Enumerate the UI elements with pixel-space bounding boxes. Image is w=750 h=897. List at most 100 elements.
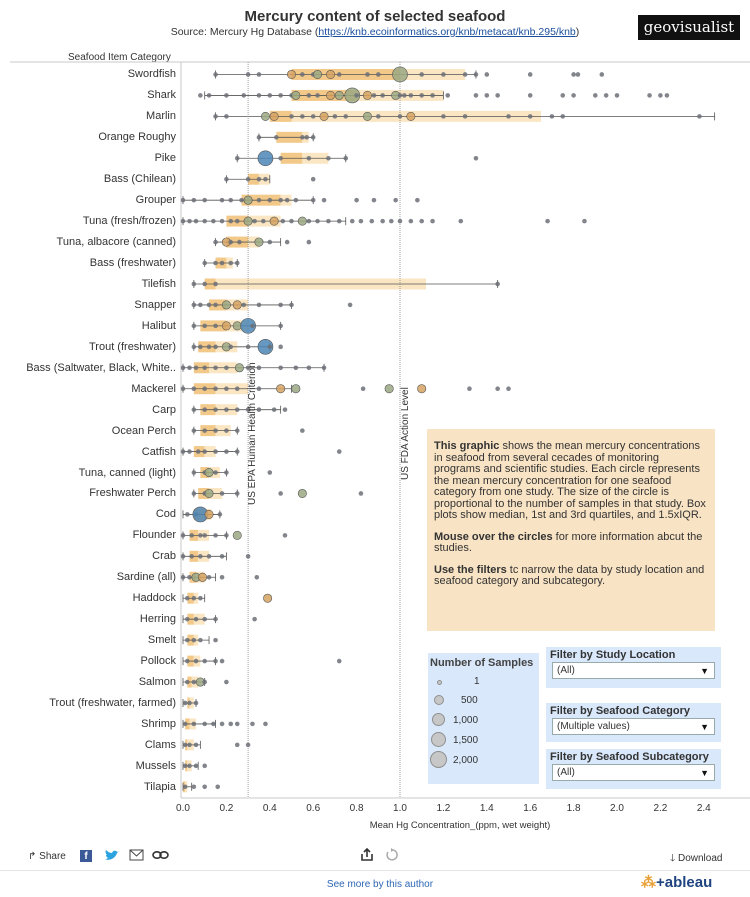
data-point xyxy=(180,554,186,559)
email-button[interactable] xyxy=(129,849,144,864)
tableau-logo[interactable]: ⁂+ableau xyxy=(641,874,713,891)
data-point xyxy=(243,195,253,205)
data-point xyxy=(495,386,500,392)
data-point xyxy=(593,93,598,98)
data-point xyxy=(213,616,218,622)
data-point xyxy=(278,302,283,308)
row-label: Carp xyxy=(152,403,176,416)
study-location-select[interactable]: (All) ▼ xyxy=(552,662,715,679)
data-point xyxy=(254,574,260,580)
x-tick-label: 1.8 xyxy=(566,803,581,814)
data-point xyxy=(234,491,240,496)
link-icon xyxy=(152,850,169,860)
data-point xyxy=(213,658,218,664)
data-point xyxy=(213,72,218,77)
x-tick-label: 2.4 xyxy=(696,803,711,814)
data-point xyxy=(256,302,262,308)
twitter-button[interactable] xyxy=(104,849,120,865)
data-point xyxy=(187,700,192,706)
data-point xyxy=(397,114,403,119)
data-point xyxy=(458,218,464,224)
data-point xyxy=(267,470,273,475)
row-label: Mackerel xyxy=(131,382,176,395)
data-point xyxy=(213,533,218,538)
x-tick-label: 1.4 xyxy=(479,803,494,814)
data-point xyxy=(549,114,555,119)
legend-item-1: 1 xyxy=(428,673,539,691)
row-label: Mussels xyxy=(135,759,176,772)
data-point xyxy=(182,763,188,769)
data-point xyxy=(430,218,435,224)
data-point xyxy=(267,197,273,203)
data-point xyxy=(234,721,240,727)
row-label: Shrimp xyxy=(141,717,176,730)
data-point xyxy=(228,197,234,203)
download-button[interactable]: 🡓 Download xyxy=(670,853,723,864)
data-point xyxy=(495,281,500,287)
data-point xyxy=(397,93,403,98)
data-point xyxy=(506,114,511,119)
x-axis-title: Mean Hg Concentration_(ppm, wet weight) xyxy=(369,820,551,831)
data-point xyxy=(213,407,218,412)
row-label: Marlin xyxy=(146,110,176,123)
facebook-button[interactable]: f xyxy=(80,850,92,862)
seafood-category-select[interactable]: (Multiple values) ▼ xyxy=(552,718,715,735)
data-point xyxy=(219,260,225,266)
source-link[interactable]: https://knb.ecoinformatics.org/knb/metac… xyxy=(318,26,576,38)
data-point xyxy=(271,407,277,412)
source-prefix: Source: Mercury Hg Database ( xyxy=(170,26,319,38)
data-point xyxy=(182,784,188,790)
data-point xyxy=(256,386,262,392)
data-point xyxy=(182,700,188,706)
row-label: Trout (freshwater, farmed) xyxy=(49,696,176,709)
seafood-subcategory-select[interactable]: (All) ▼ xyxy=(552,764,715,781)
data-point xyxy=(473,155,479,161)
data-point xyxy=(228,260,234,266)
row-label: Herring xyxy=(139,613,176,626)
data-point xyxy=(332,114,338,119)
row-label: Bass (Saltwater, Black, White.. xyxy=(26,361,176,374)
data-point xyxy=(256,93,262,98)
row-label: Snapper xyxy=(134,298,176,311)
export-button[interactable] xyxy=(360,847,374,865)
data-point xyxy=(310,197,316,203)
data-point xyxy=(362,90,372,100)
data-point xyxy=(306,239,312,245)
data-point xyxy=(430,93,435,98)
data-point xyxy=(198,572,208,582)
data-point xyxy=(664,93,670,98)
data-point xyxy=(257,339,274,355)
tableau-logo-icon: ⁂ xyxy=(641,874,656,891)
data-point xyxy=(269,111,279,121)
data-point xyxy=(245,365,251,371)
data-point xyxy=(191,323,197,329)
row-label: Tilefish xyxy=(141,277,176,290)
revert-icon xyxy=(386,848,398,861)
data-point xyxy=(213,344,218,350)
data-point xyxy=(234,386,240,392)
data-point xyxy=(215,784,221,790)
data-point xyxy=(415,197,420,203)
revert-button[interactable] xyxy=(384,848,398,865)
see-more-link[interactable]: See more by this author xyxy=(326,879,434,890)
row-label: Grouper xyxy=(135,194,176,207)
data-point xyxy=(193,700,199,706)
data-point xyxy=(334,90,344,100)
data-point xyxy=(599,72,605,77)
data-point xyxy=(213,281,218,287)
data-point xyxy=(234,260,240,266)
data-point xyxy=(245,344,251,350)
data-point xyxy=(408,93,414,98)
data-point xyxy=(358,491,364,496)
share-button[interactable]: ↱ Share xyxy=(28,851,66,862)
data-point xyxy=(198,93,203,98)
link-button[interactable] xyxy=(152,850,169,863)
data-point xyxy=(560,114,566,119)
chevron-down-icon: ▼ xyxy=(700,666,709,676)
data-point xyxy=(297,488,307,498)
data-point xyxy=(291,90,301,100)
data-point xyxy=(495,93,500,98)
data-point xyxy=(185,595,190,601)
data-point xyxy=(219,218,225,224)
data-point xyxy=(310,135,316,140)
